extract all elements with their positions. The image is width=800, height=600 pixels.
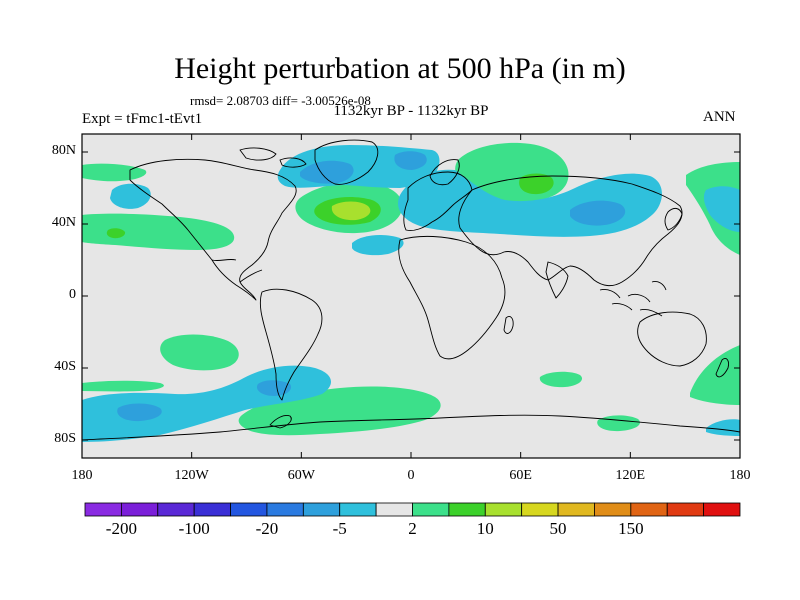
coastline-scandinavia	[429, 159, 460, 186]
contour-yellow-green-core	[331, 201, 371, 221]
colorbar-swatch	[521, 502, 559, 517]
contour-blue-antarctic-east	[706, 419, 740, 436]
lat-tick-label: 0	[69, 287, 76, 302]
contour-green-pacific-core	[106, 228, 126, 239]
colorbar-swatch	[484, 502, 523, 517]
coastline-south-america	[259, 288, 323, 401]
contour-green-indian-ocean	[539, 371, 583, 388]
contour-green-siberia-core	[519, 173, 554, 195]
lon-tick-label: 120E	[615, 468, 646, 483]
contour-green-south-pacific	[160, 334, 239, 371]
coastline-japan	[664, 207, 683, 231]
colorbar-label: -200	[105, 519, 137, 538]
lon-tick-label: 180	[71, 468, 93, 483]
colorbar-label: 150	[618, 519, 644, 538]
coastline-north-america	[129, 158, 297, 301]
colorbar-swatch	[703, 502, 741, 517]
colorbar-label: -100	[178, 519, 210, 538]
colorbar-swatch	[84, 502, 122, 517]
colorbar-swatch	[339, 502, 377, 517]
colorbar-swatch	[630, 502, 668, 517]
colorbar-label: 10	[476, 519, 494, 538]
experiment-label: Expt = tFmc1-tEvt1	[82, 111, 203, 127]
coastline-africa	[398, 235, 506, 360]
season-label: ANN	[703, 109, 736, 125]
colorbar-swatch	[666, 502, 705, 517]
coastline-se-asia-islands	[599, 281, 667, 317]
contour-medium-blue-asia	[570, 200, 626, 226]
lon-tick-label: 60W	[287, 468, 315, 483]
colorbar-swatch	[375, 502, 413, 517]
contour-blue-east-pacific	[703, 186, 740, 232]
contour-medium-blue-arctic	[300, 160, 354, 184]
colorbar-swatch	[157, 502, 195, 517]
colorbar-label: -5	[332, 519, 347, 538]
contour-fields	[82, 139, 740, 442]
coastline-central-america	[211, 258, 263, 283]
colorbar-swatch	[120, 502, 159, 517]
lat-tick-label: 40N	[51, 215, 76, 230]
rmsd-diff-stats: rmsd= 2.08703 diff= -3.00526e-08	[190, 93, 371, 108]
period-label: 1132kyr BP - 1132kyr BP	[333, 103, 489, 119]
coastline-madagascar	[503, 315, 514, 334]
colorbar-swatch	[594, 502, 632, 517]
coastline-greenland	[314, 139, 379, 185]
colorbar-swatch	[412, 502, 450, 517]
contour-medium-blue-south-america	[256, 380, 292, 396]
colorbar-label: -20	[255, 519, 279, 538]
lat-tick-label: 80N	[51, 143, 76, 158]
map-title: Height perturbation at 500 hPa (in m)	[174, 52, 626, 85]
colorbar-label: 2	[408, 519, 417, 538]
longitude-ticks	[81, 134, 741, 458]
contour-blue-north-pacific	[110, 183, 151, 209]
lon-tick-label: 0	[407, 468, 415, 483]
contour-green-pacific-n	[82, 213, 235, 250]
lon-tick-label: 120W	[174, 468, 209, 483]
coastline-new-zealand	[715, 357, 729, 378]
coastline-australia	[637, 311, 707, 367]
coastline-arctic-islands	[239, 147, 307, 168]
lat-tick-label: 40S	[54, 359, 76, 374]
colorbar-swatch	[266, 502, 304, 517]
coastline-india	[545, 261, 569, 299]
lon-tick-label: 180	[729, 468, 751, 483]
lon-tick-label: 60E	[509, 468, 532, 483]
coastline-asia	[458, 175, 683, 287]
colorbar-label: 50	[549, 519, 567, 538]
coastline-europe	[403, 171, 473, 231]
contour-medium-blue-greenland	[394, 151, 427, 170]
colorbar-swatch	[448, 502, 486, 517]
contour-green-southern-ocean	[82, 380, 164, 392]
colorbar-swatch	[193, 502, 231, 517]
contour-medium-blue-south-pacific	[117, 403, 162, 422]
colorbar-swatch	[557, 502, 595, 517]
colorbar-swatch	[230, 502, 268, 517]
lat-tick-label: 80S	[54, 431, 76, 446]
colorbar	[84, 502, 741, 517]
colorbar-swatch	[302, 502, 341, 517]
latitude-ticks	[82, 151, 740, 441]
coastlines	[82, 139, 740, 441]
coastline-antarctica	[82, 414, 740, 441]
coastline-antarctic-peninsula	[269, 415, 292, 429]
contour-blue-north-atlantic-south	[352, 235, 404, 256]
